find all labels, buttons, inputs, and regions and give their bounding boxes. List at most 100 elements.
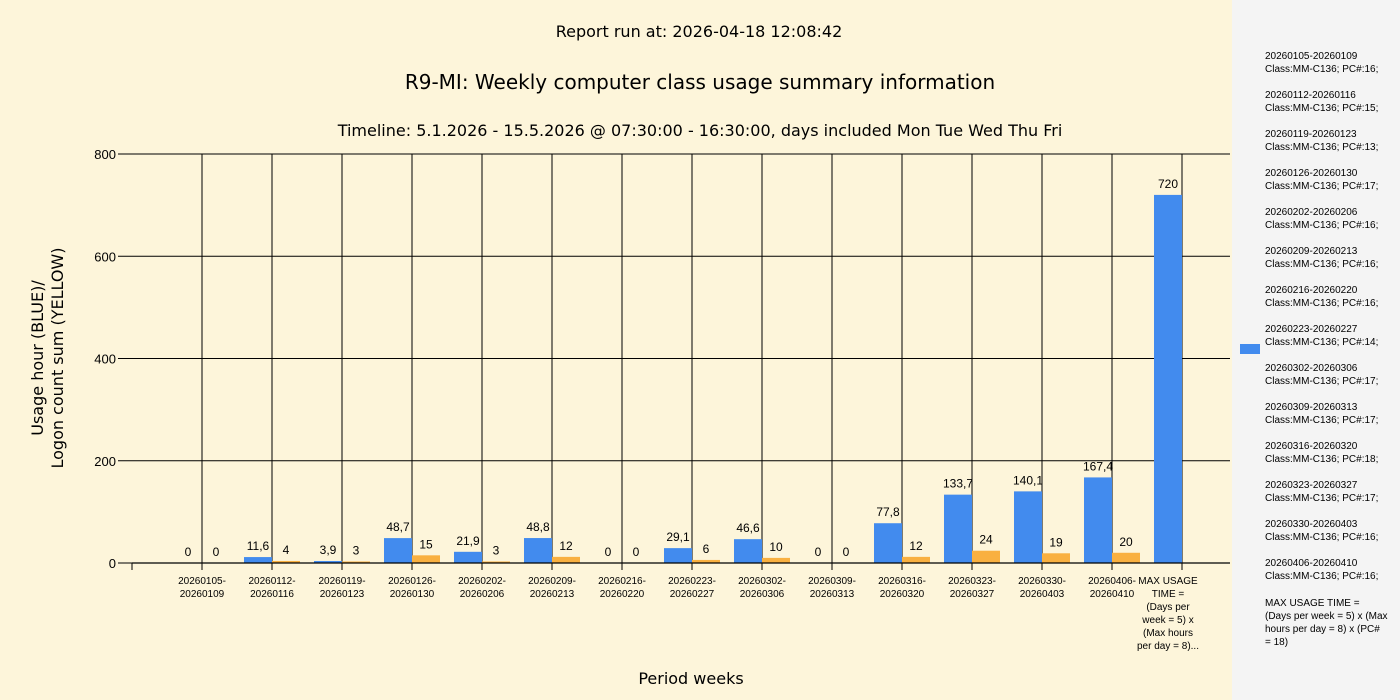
legend-item: 20260316-20260320 Class:MM-C136; PC#:18;	[1265, 441, 1379, 465]
data-label-usage-hour: 720	[1158, 177, 1178, 191]
data-label-usage-hour: 48,7	[386, 520, 410, 534]
legend-item: 20260406-20260410 Class:MM-C136; PC#:16;	[1265, 558, 1379, 582]
x-tick-label-line: 20260109	[180, 589, 225, 600]
x-tick-label-line: 20260209-	[528, 576, 576, 587]
legend-item: 20260323-20260327 Class:MM-C136; PC#:17;	[1265, 480, 1379, 504]
bar-logon-count	[762, 557, 790, 563]
timeline-subtitle: Timeline: 5.1.2026 - 15.5.2026 @ 07:30:0…	[337, 121, 1063, 140]
bar-usage-hour	[1084, 477, 1112, 563]
legend-item: MAX USAGE TIME = (Days per week = 5) x (…	[1265, 598, 1388, 648]
x-tick-label: 20260112- 20260116	[248, 576, 295, 600]
y-tick-label: 400	[94, 352, 116, 367]
x-tick-label-line: TIME =	[1152, 589, 1185, 600]
legend-item: 20260309-20260313 Class:MM-C136; PC#:17;	[1265, 402, 1379, 426]
x-tick-label-line: 20260410	[1090, 589, 1135, 600]
x-tick-label: 20260202- 20260206	[458, 576, 506, 600]
bar-logon-count	[1042, 553, 1070, 563]
bar-logon-count	[692, 559, 720, 563]
data-label-logon-count: 12	[909, 539, 923, 553]
x-tick-label: MAX USAGE TIME = (Days per week = 5) x (Max …	[1137, 576, 1199, 652]
bar-usage-hour	[524, 538, 552, 563]
bar-usage-hour	[384, 538, 412, 563]
x-tick-label-line: 20260313	[810, 589, 855, 600]
legend-item: 20260119-20260123 Class:MM-C136; PC#:13;	[1265, 129, 1379, 153]
bar-usage-hour	[734, 539, 762, 563]
bar-usage-hour	[874, 523, 902, 563]
data-label-usage-hour: 140,1	[1013, 473, 1043, 487]
bar-usage-hour	[664, 548, 692, 563]
data-label-usage-hour: 3,9	[320, 543, 337, 557]
bar-usage-hour	[1154, 194, 1182, 563]
legend-item: 20260112-20260116 Class:MM-C136; PC#:15;	[1265, 90, 1379, 114]
x-tick-label-line: 20260302-	[738, 576, 786, 587]
data-label-usage-hour: 133,7	[943, 477, 973, 491]
legend-item: 20260223-20260227 Class:MM-C136; PC#:14;	[1265, 324, 1379, 348]
x-tick-label-line: 20260112-	[248, 576, 295, 587]
x-tick-label-line: per day = 8)...	[1137, 641, 1199, 652]
x-tick-label-line: 20260119-	[318, 576, 365, 587]
data-label-logon-count: 0	[213, 545, 220, 559]
legend-item: 20260126-20260130 Class:MM-C136; PC#:17;	[1265, 168, 1379, 192]
x-tick-label-line: 20260309-	[808, 576, 856, 587]
legend-item: 20260330-20260403 Class:MM-C136; PC#:16;	[1265, 519, 1379, 543]
x-tick-label-line: 20260105-	[178, 576, 226, 587]
x-tick-label-line: 20260206	[460, 589, 505, 600]
bar-logon-count	[552, 556, 580, 563]
x-tick-label-line: 20260116	[250, 589, 294, 600]
x-tick-label: 20260105- 20260109	[178, 576, 226, 600]
x-tick-label-line: 20260330-	[1018, 576, 1066, 587]
x-tick-label-line: 20260403	[1020, 589, 1065, 600]
bar-logon-count	[342, 561, 370, 563]
x-tick-label-line: (Days per	[1146, 602, 1190, 613]
x-tick-label-line: 20260323-	[948, 576, 996, 587]
x-tick-label-line: 20260306	[740, 589, 785, 600]
x-tick-label: 20260309- 20260313	[808, 576, 856, 600]
x-tick-label-line: 20260227	[670, 589, 715, 600]
x-tick-label-line: 20260320	[880, 589, 925, 600]
data-label-logon-count: 0	[633, 545, 640, 559]
x-tick-label: 20260119- 20260123	[318, 576, 365, 600]
legend-item: 20260216-20260220 Class:MM-C136; PC#:16;	[1265, 285, 1379, 309]
data-label-usage-hour: 0	[185, 545, 192, 559]
bar-logon-count	[972, 550, 1000, 563]
bar-logon-count	[482, 561, 510, 563]
bar-usage-hour	[314, 561, 342, 563]
x-tick-label-line: 20260220	[600, 589, 645, 600]
x-tick-label: 20260316- 20260320	[878, 576, 926, 600]
x-tick-label-line: week = 5) x	[1141, 615, 1193, 626]
data-label-usage-hour: 48,8	[526, 520, 550, 534]
y-tick-label: 200	[94, 454, 116, 469]
x-tick-label-line: 20260126-	[388, 576, 436, 587]
y-tick-label: 0	[109, 556, 116, 571]
x-tick-label: 20260330- 20260403	[1018, 576, 1066, 600]
data-label-usage-hour: 21,9	[456, 534, 480, 548]
data-label-usage-hour: 77,8	[876, 505, 900, 519]
y-tick-label: 600	[94, 249, 116, 264]
data-label-usage-hour: 0	[605, 545, 612, 559]
chart-title: R9-MI: Weekly computer class usage summa…	[404, 70, 996, 94]
bar-logon-count	[412, 555, 440, 563]
y-tick-label: 800	[94, 147, 116, 162]
report-run-timestamp: Report run at: 2026-04-18 12:08:42	[555, 22, 843, 41]
legend-item: 20260202-20260206 Class:MM-C136; PC#:16;	[1265, 207, 1379, 231]
data-label-logon-count: 15	[419, 537, 433, 551]
x-tick-label: 20260406- 20260410	[1088, 576, 1136, 600]
legend-item: 20260302-20260306 Class:MM-C136; PC#:17;	[1265, 363, 1379, 387]
data-label-logon-count: 10	[769, 540, 783, 554]
data-label-logon-count: 4	[283, 543, 290, 557]
x-axis-label: Period weeks	[638, 669, 744, 688]
x-tick-label-line: MAX USAGE	[1138, 576, 1198, 587]
x-tick-label-line: (Max hours	[1143, 628, 1193, 639]
bar-logon-count	[272, 560, 300, 563]
x-tick-label-line: 20260202-	[458, 576, 506, 587]
x-tick-label-line: 20260216-	[598, 576, 646, 587]
bar-usage-hour	[454, 551, 482, 563]
bar-usage-hour	[244, 557, 272, 563]
data-label-logon-count: 6	[703, 542, 710, 556]
data-label-usage-hour: 11,6	[247, 539, 270, 553]
data-label-usage-hour: 0	[815, 545, 822, 559]
data-label-usage-hour: 167,4	[1083, 459, 1113, 473]
legend-panel: 20260105-20260109 Class:MM-C136; PC#:16;…	[1232, 0, 1400, 700]
x-tick-label-line: 20260213	[530, 589, 575, 600]
